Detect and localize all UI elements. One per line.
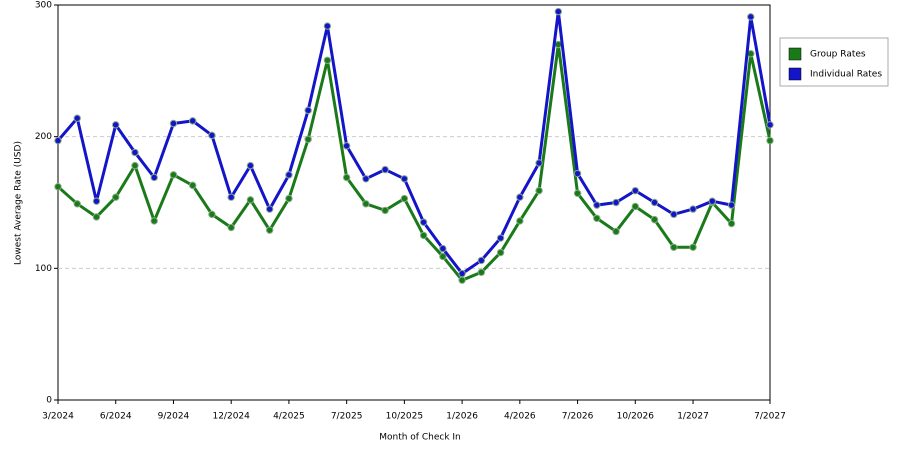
data-point [439, 252, 447, 261]
data-point [54, 136, 62, 145]
data-point [458, 269, 466, 278]
data-point [477, 256, 486, 265]
x-tick-label: 1/2026 [446, 412, 478, 422]
y-axis-label: Lowest Average Rate (USD) [14, 141, 24, 265]
data-point [362, 175, 370, 183]
data-point [400, 194, 409, 203]
y-tick-label: 0 [46, 396, 52, 406]
data-point [419, 231, 428, 240]
data-point [496, 234, 505, 242]
data-point [593, 201, 601, 209]
data-point [631, 202, 639, 211]
data-point [189, 117, 197, 125]
data-point [747, 13, 755, 21]
data-point [112, 121, 120, 129]
legend-swatch [788, 47, 802, 61]
data-point [689, 205, 697, 213]
data-point [670, 210, 678, 219]
data-point [227, 223, 235, 232]
data-point [689, 243, 697, 251]
data-point [419, 218, 428, 226]
data-point [112, 193, 120, 201]
legend-label: Group Rates [810, 50, 866, 60]
data-point [227, 193, 235, 201]
data-point [362, 200, 370, 208]
data-point [265, 226, 274, 234]
data-point [496, 248, 505, 257]
data-point [189, 181, 197, 190]
data-point [150, 173, 158, 182]
data-point [381, 165, 389, 174]
data-point [554, 7, 563, 16]
data-point [73, 200, 81, 208]
legend-swatch [788, 67, 802, 81]
data-point [670, 243, 678, 251]
data-point [92, 197, 101, 205]
legend-label: Individual Rates [810, 70, 882, 80]
data-point [631, 186, 639, 195]
x-tick-label: 10/2025 [386, 412, 423, 422]
data-point [535, 159, 543, 167]
data-point [265, 205, 274, 213]
data-point [766, 136, 774, 145]
x-tick-label: 9/2024 [158, 412, 190, 422]
y-tick-label: 100 [35, 264, 52, 274]
data-point [208, 131, 216, 140]
y-tick-label: 300 [35, 1, 52, 11]
x-tick-label: 6/2024 [100, 412, 132, 422]
x-tick-label: 12/2024 [212, 412, 250, 422]
data-point [169, 119, 178, 128]
series-line [57, 43, 772, 282]
data-point [516, 217, 524, 225]
data-point [727, 219, 736, 228]
x-tick-label: 4/2025 [273, 412, 305, 422]
data-point [73, 114, 81, 122]
data-point [612, 227, 620, 236]
x-tick-label: 10/2026 [617, 412, 655, 422]
data-point [131, 148, 139, 157]
x-tick-label: 1/2027 [677, 412, 709, 422]
data-point [304, 135, 312, 144]
data-point [708, 197, 716, 205]
data-point [439, 244, 447, 253]
x-tick-label: 7/2026 [562, 412, 594, 422]
data-point [650, 198, 659, 207]
x-tick-label: 4/2026 [504, 412, 536, 422]
data-point [246, 161, 255, 170]
data-point [573, 189, 582, 197]
x-axis-label: Month of Check In [379, 433, 461, 443]
data-point [323, 56, 332, 64]
data-point [342, 173, 351, 182]
data-point [535, 186, 543, 195]
y-tick-label: 200 [35, 132, 52, 142]
data-point [342, 142, 351, 150]
data-point [131, 161, 139, 170]
data-point [593, 214, 601, 223]
data-point [381, 206, 389, 215]
data-point [727, 201, 736, 209]
data-point [400, 175, 409, 183]
x-tick-label: 7/2025 [331, 412, 363, 422]
data-point [304, 106, 312, 115]
data-point [92, 213, 101, 221]
x-tick-label: 7/2027 [754, 412, 786, 422]
data-point [323, 22, 332, 30]
data-point [612, 198, 620, 207]
data-point [208, 210, 216, 219]
data-point [285, 171, 293, 179]
plot-area [57, 4, 771, 401]
data-point [650, 215, 659, 224]
data-point [169, 171, 178, 179]
x-tick-label: 3/2024 [42, 412, 74, 422]
data-point [766, 121, 774, 129]
data-point [458, 276, 466, 284]
data-point [516, 193, 524, 201]
data-point [54, 183, 62, 191]
data-point [150, 217, 158, 225]
data-point [477, 268, 486, 276]
data-point [285, 194, 293, 203]
data-point [573, 169, 582, 178]
data-point [246, 196, 255, 204]
